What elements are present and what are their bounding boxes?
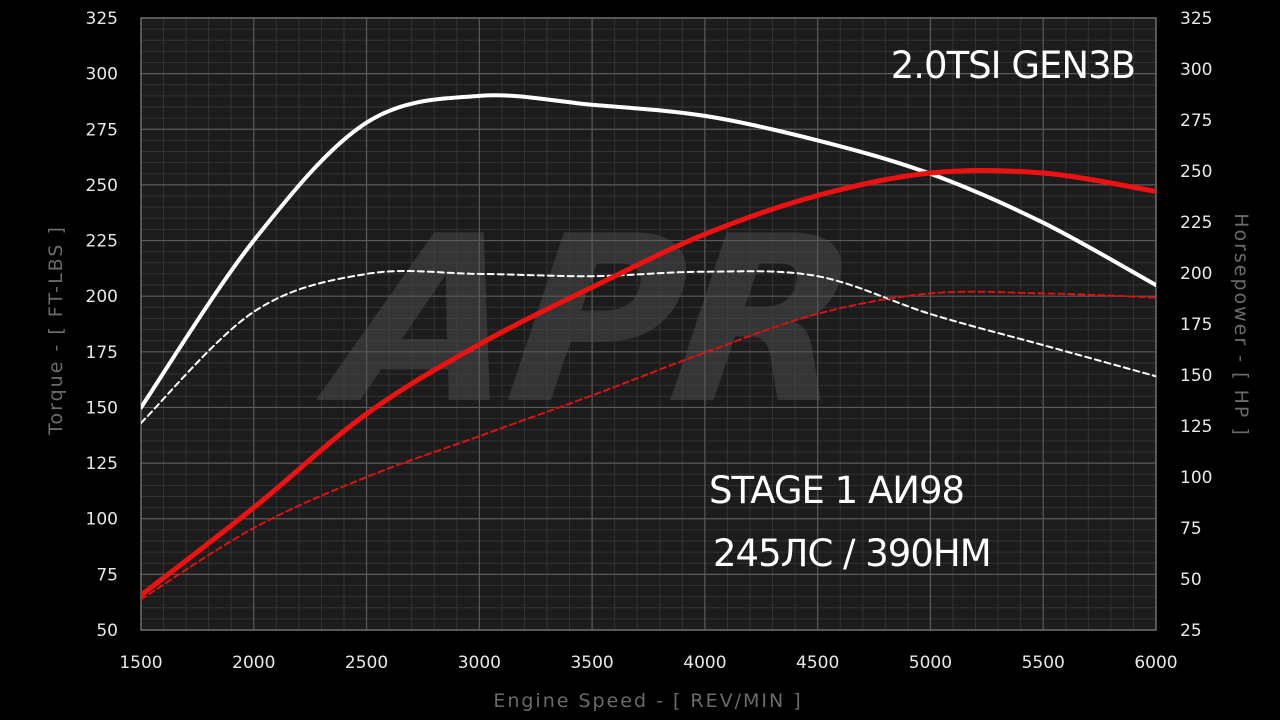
output-label: 245ЛС / 390НМ (713, 532, 991, 575)
plot-area (141, 18, 1156, 630)
y-right-tick-label: 75 (1180, 519, 1202, 539)
y-right-tick-label: 25 (1180, 621, 1202, 641)
y-right-tick-label: 225 (1180, 213, 1212, 233)
x-tick-label: 5500 (1022, 653, 1065, 673)
y-right-tick-label: 50 (1180, 570, 1202, 590)
y-left-tick-label: 75 (96, 565, 118, 585)
y-left-tick-label: 325 (86, 9, 118, 29)
x-tick-label: 6000 (1134, 653, 1177, 673)
y-right-tick-label: 150 (1180, 366, 1212, 386)
y-right-tick-label: 200 (1180, 264, 1212, 284)
y-left-tick-label: 100 (86, 510, 118, 530)
y-left-tick-label: 200 (86, 287, 118, 307)
y-left-axis-ticks: 50 75 100 125 150 175 200 225 250 275 300 325 (86, 9, 118, 641)
y-right-tick-label: 250 (1180, 162, 1212, 182)
y-right-tick-label: 175 (1180, 315, 1212, 335)
stage-label: STAGE 1 АИ98 (709, 469, 964, 512)
x-tick-label: 1500 (119, 653, 162, 673)
y-right-tick-label: 275 (1180, 111, 1212, 131)
x-tick-label: 5000 (909, 653, 952, 673)
plot-frame (140, 17, 1157, 631)
series-line-hp_stock (141, 290, 1156, 601)
y-right-axis-title: Horsepower - [ HP ] (1230, 213, 1252, 437)
y-left-tick-label: 125 (86, 454, 118, 474)
x-tick-label: 3000 (458, 653, 501, 673)
y-left-tick-label: 275 (86, 120, 118, 140)
y-right-tick-label: 300 (1180, 60, 1212, 80)
x-tick-label: 2500 (345, 653, 388, 673)
y-left-axis-title: Torque - [ FT-LBS ] (45, 225, 67, 436)
y-left-tick-label: 300 (86, 65, 118, 85)
y-right-axis-ticks: 25 50 75 100 125 150 175 200 225 250 275 300 325 (1180, 9, 1212, 641)
y-left-tick-label: 50 (96, 621, 118, 641)
x-tick-label: 2000 (232, 653, 275, 673)
series-line-torque_stock (141, 270, 1156, 424)
x-axis-ticks: 1500 2000 2500 3000 3500 4000 4500 5000 5500 6000 (119, 653, 1177, 673)
y-left-tick-label: 175 (86, 343, 118, 363)
y-right-tick-label: 325 (1180, 9, 1212, 29)
x-axis-title: Engine Speed - [ REV/MIN ] (493, 690, 802, 712)
y-right-tick-label: 125 (1180, 417, 1212, 437)
x-tick-label: 4500 (796, 653, 839, 673)
y-right-tick-label: 100 (1180, 468, 1212, 488)
series-line-torque_tuned (141, 93, 1156, 410)
x-tick-label: 3500 (570, 653, 613, 673)
series-layer (141, 93, 1156, 601)
series-line-hp_tuned (141, 167, 1156, 598)
y-left-tick-label: 250 (86, 176, 118, 196)
minor-grid (141, 18, 1156, 630)
y-left-tick-label: 225 (86, 232, 118, 252)
engine-label: 2.0TSI GEN3B (891, 44, 1135, 87)
x-tick-label: 4000 (683, 653, 726, 673)
watermark-logo: APR (307, 186, 866, 455)
y-left-tick-label: 150 (86, 398, 118, 418)
